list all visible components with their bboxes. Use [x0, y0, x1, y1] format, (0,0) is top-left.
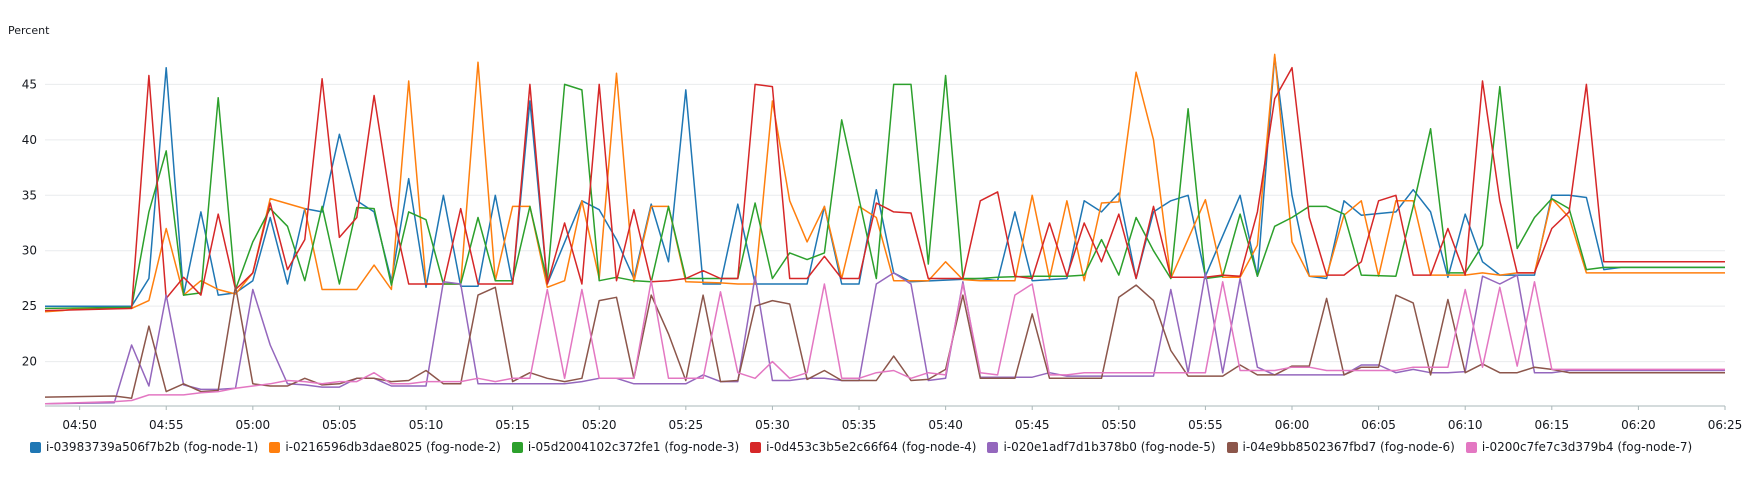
series-lines: [44, 53, 1725, 405]
x-tick-label: 05:50: [1102, 418, 1137, 432]
y-tick-label: 35: [22, 188, 37, 202]
y-tick-label: 25: [22, 299, 37, 313]
legend-item-2[interactable]: i-0216596db3dae8025 (fog-node-2): [269, 440, 501, 454]
series-line-7: [44, 279, 1725, 405]
legend-item-3[interactable]: i-05d2004102c372fe1 (fog-node-3): [511, 440, 740, 454]
legend-swatch: [1465, 441, 1477, 453]
series-line-2: [44, 53, 1725, 313]
y-tick-label: 30: [22, 244, 37, 258]
legend-swatch: [30, 441, 41, 453]
x-tick-label: 05:20: [582, 418, 617, 432]
legend-label: i-0216596db3dae8025 (fog-node-2): [285, 440, 501, 454]
x-tick-label: 05:35: [842, 418, 877, 432]
x-tick-label: 04:55: [149, 418, 184, 432]
x-tick-label: 05:15: [495, 418, 530, 432]
y-tick-label: 20: [22, 355, 37, 369]
x-tick-label: 05:55: [1188, 418, 1223, 432]
legend-label: i-0200c7fe7c3d379b4 (fog-node-7): [1481, 440, 1693, 454]
x-tick-label: 06:15: [1535, 418, 1570, 432]
x-tick-label: 06:20: [1621, 418, 1656, 432]
legend-label: i-0d453c3b5e2c66f64 (fog-node-4): [766, 440, 977, 454]
y-axis-label: Percent: [8, 24, 50, 37]
x-tick-label: 05:30: [755, 418, 790, 432]
x-tick-label: 05:45: [1015, 418, 1050, 432]
x-tick-label: 05:00: [236, 418, 271, 432]
x-tick-label: 06:00: [1275, 418, 1310, 432]
legend-label: i-05d2004102c372fe1 (fog-node-3): [527, 440, 740, 454]
y-tick-label: 45: [22, 77, 37, 91]
y-axis-ticks: 20 25 30 35 40 45: [22, 77, 37, 368]
legend-swatch: [511, 441, 523, 453]
series-line-4: [44, 66, 1725, 312]
legend-item-5[interactable]: i-020e1adf7d1b378b0 (fog-node-5): [987, 440, 1216, 454]
legend-item-4[interactable]: i-0d453c3b5e2c66f64 (fog-node-4): [750, 440, 976, 454]
x-tick-label: 04:50: [62, 418, 97, 432]
legend-swatch: [750, 441, 762, 453]
legend-label: i-020e1adf7d1b378b0 (fog-node-5): [1003, 440, 1216, 454]
legend-label: i-03983739a506f7b2b (fog-node-1): [46, 440, 259, 454]
x-tick-label: 05:25: [669, 418, 704, 432]
series-line-3: [44, 74, 1725, 310]
gridlines: [45, 83, 1725, 363]
legend: i-03983739a506f7b2b (fog-node-1) i-021659…: [30, 440, 1703, 454]
y-tick-label: 40: [22, 133, 37, 147]
legend-swatch: [1226, 441, 1238, 453]
legend-item-1[interactable]: i-03983739a506f7b2b (fog-node-1): [30, 440, 258, 454]
legend-swatch: [269, 441, 281, 453]
x-tick-label: 05:05: [322, 418, 357, 432]
x-tick-label: 06:05: [1361, 418, 1396, 432]
x-tick-label: 06:10: [1448, 418, 1483, 432]
x-tick-label: 05:10: [409, 418, 444, 432]
x-tick-label: 05:40: [928, 418, 963, 432]
legend-item-6[interactable]: i-04e9bb8502367fbd7 (fog-node-6): [1226, 440, 1455, 454]
x-axis-ticks: 04:50 04:55 05:00 05:05 05:10 05:15 05:20 05:25…: [62, 406, 1742, 432]
legend-item-7[interactable]: i-0200c7fe7c3d379b4 (fog-node-7): [1465, 440, 1693, 454]
line-chart: Percent 20 25 30 35 40 45 04:50 04:55 05:00 05:0…: [8, 24, 1742, 432]
x-tick-label: 06:25: [1708, 418, 1743, 432]
legend-label: i-04e9bb8502367fbd7 (fog-node-6): [1242, 440, 1455, 454]
legend-swatch: [987, 441, 999, 453]
series-line-5: [44, 272, 1725, 405]
